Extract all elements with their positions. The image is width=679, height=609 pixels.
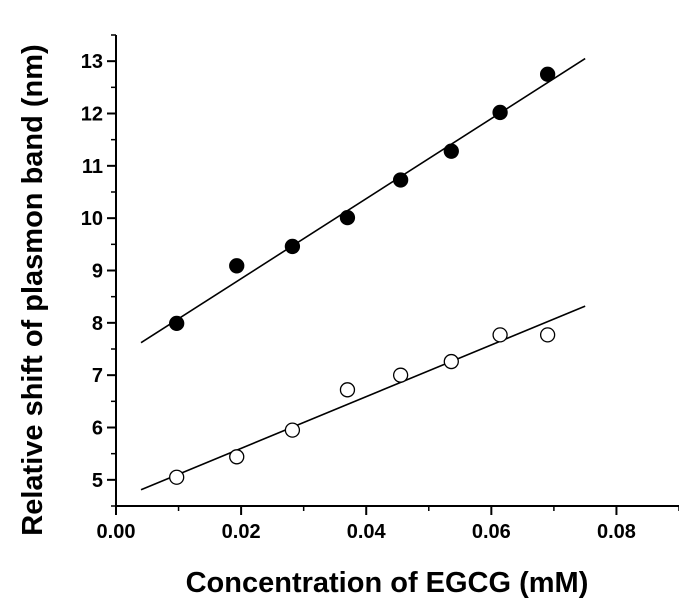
axes bbox=[115, 35, 679, 507]
y-tick-label: 6 bbox=[92, 418, 103, 440]
fit-lines bbox=[140, 57, 586, 491]
filled-data-point bbox=[169, 315, 185, 332]
filled-data-point bbox=[443, 143, 459, 159]
data-points bbox=[169, 66, 556, 485]
filled-data-point bbox=[492, 104, 508, 121]
ticks: 0.00 0.02 0.04 0.06 0.08 5 6 7 8 9 10 11 12 13 bbox=[81, 34, 679, 543]
x-tick-label: 0.08 bbox=[597, 521, 636, 543]
fit-line-2 bbox=[140, 305, 586, 491]
y-tick-label: 5 bbox=[92, 470, 103, 492]
x-tick-label: 0.02 bbox=[222, 521, 261, 543]
y-tick-label: 12 bbox=[81, 104, 103, 126]
y-tick-label: 13 bbox=[81, 51, 103, 73]
y-tick-label: 11 bbox=[82, 156, 103, 178]
fit-line-1 bbox=[140, 57, 586, 344]
open-data-point bbox=[284, 422, 301, 438]
filled-data-point bbox=[339, 209, 356, 226]
open-data-point bbox=[339, 382, 356, 398]
open-data-point bbox=[229, 449, 245, 465]
open-data-point bbox=[539, 327, 556, 343]
x-tick-label: 0.00 bbox=[97, 521, 136, 543]
y-axis-title: Relative shift of plasmon band (nm) bbox=[17, 44, 49, 535]
open-data-point bbox=[492, 327, 508, 343]
y-tick-label: 7 bbox=[92, 365, 103, 387]
x-tick-label: 0.06 bbox=[472, 521, 511, 543]
x-axis-title: Concentration of EGCG (mM) bbox=[186, 567, 589, 599]
y-tick-label: 9 bbox=[92, 261, 103, 283]
filled-data-point bbox=[539, 66, 556, 82]
open-data-point bbox=[443, 353, 459, 370]
filled-data-point bbox=[284, 238, 301, 255]
filled-data-point bbox=[392, 172, 409, 188]
y-tick-label: 8 bbox=[92, 313, 103, 335]
y-tick-label: 10 bbox=[81, 208, 103, 230]
open-data-point bbox=[169, 469, 185, 485]
open-data-point bbox=[392, 367, 409, 383]
x-tick-label: 0.04 bbox=[347, 521, 387, 543]
filled-data-point bbox=[229, 258, 245, 274]
